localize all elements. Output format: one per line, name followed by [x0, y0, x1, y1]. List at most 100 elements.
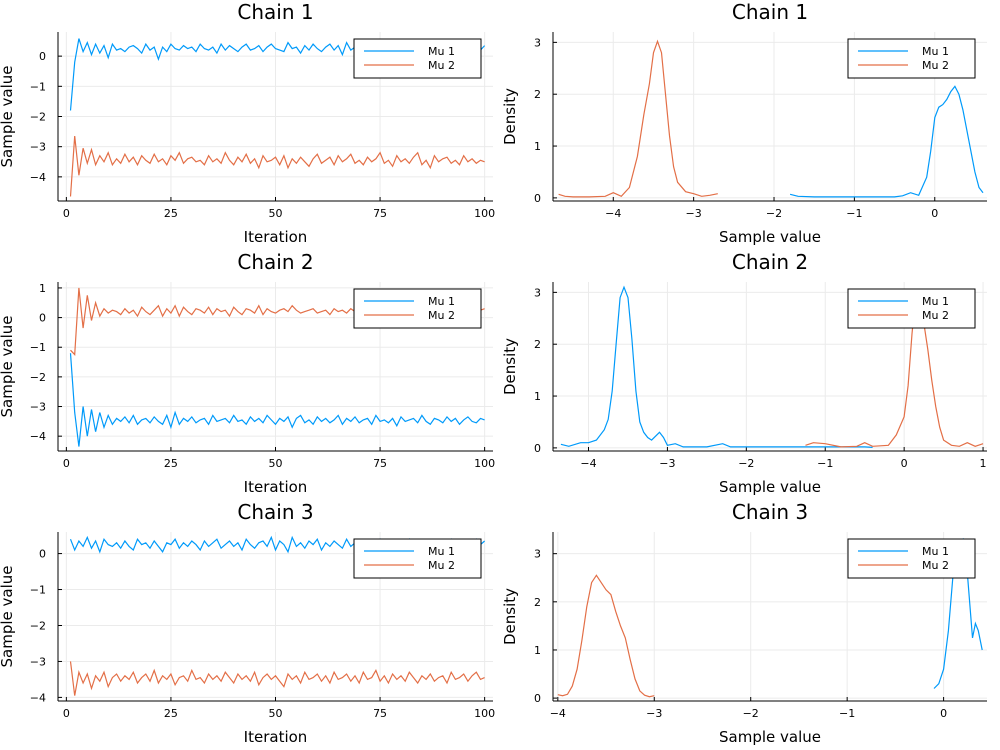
y-tick-label-2: −2	[30, 371, 46, 384]
y-axis-label: Density	[501, 588, 519, 645]
legend-label-1: Mu 1	[922, 295, 949, 308]
x-tick-label-0: 0	[63, 207, 70, 220]
x-tick-label-1: 25	[164, 707, 178, 720]
y-tick-label-1: 1	[534, 140, 541, 153]
panel-title: Chain 2	[237, 250, 313, 274]
x-tick-label-3: 75	[373, 457, 387, 470]
x-axis-label: Sample value	[719, 228, 821, 246]
panel-density-chain-2: −4 −3 −2 −1 0 1 0 1 2 3 Chain 2 Sample value Density…	[501, 250, 987, 496]
x-tick-label-5: 1	[980, 457, 987, 470]
legend: Mu 1Mu 2	[353, 288, 482, 329]
y-tick-label-4: 0	[39, 312, 46, 325]
x-tick-label-4: 100	[474, 457, 495, 470]
y-tick-label-2: 2	[534, 88, 541, 101]
x-tick-label-2: 50	[269, 207, 283, 220]
y-tick-label-1: 1	[534, 390, 541, 403]
series-line-mu-2	[69, 661, 485, 696]
panel-density-chain-3: −4 −3 −2 −1 0 0 1 2 3 Chain 3 Sample value Density M…	[501, 500, 987, 746]
y-tick-label-2: −2	[30, 619, 46, 632]
series-line-mu-2	[558, 39, 718, 198]
y-tick-label-0: −4	[30, 691, 46, 704]
legend-label-2: Mu 2	[922, 59, 949, 72]
x-tick-label-1: −3	[686, 207, 702, 220]
y-tick-label-3: −1	[30, 341, 46, 354]
x-tick-label-2: 50	[269, 707, 283, 720]
panel-trace-chain-3: 0 25 50 75 100 −4 −3 −2 −1 0 Chain 3 Iteration Sampl…	[0, 500, 495, 746]
x-tick-label-2: −2	[738, 457, 754, 470]
panel-trace-chain-1: 0 25 50 75 100 −4 −3 −2 −1 0 Chain 1 Iteration Sampl…	[0, 0, 495, 246]
legend-label-1: Mu 1	[922, 545, 949, 558]
legend-label-2: Mu 2	[428, 59, 455, 72]
series-line-mu-2	[69, 136, 485, 197]
y-axis-label: Density	[501, 338, 519, 395]
x-tick-label-4: 100	[474, 207, 495, 220]
x-tick-label-3: 75	[373, 207, 387, 220]
y-tick-label-1: −3	[30, 141, 46, 154]
legend: Mu 1Mu 2	[847, 38, 976, 79]
legend-label-1: Mu 1	[428, 45, 455, 58]
y-tick-label-0: 0	[534, 192, 541, 205]
x-tick-label-4: 0	[901, 457, 908, 470]
legend: Mu 1Mu 2	[847, 288, 976, 329]
panel-title: Chain 1	[732, 0, 808, 24]
x-axis-label: Iteration	[244, 228, 308, 246]
legend-label-2: Mu 2	[428, 559, 455, 572]
panel-title: Chain 3	[732, 500, 808, 524]
panel-density-chain-1: −4 −3 −2 −1 0 0 1 2 3 Chain 1 Sample value Density M…	[501, 0, 987, 246]
legend-box	[847, 538, 976, 579]
legend-box	[353, 38, 482, 79]
y-tick-label-4: 0	[39, 548, 46, 561]
y-tick-label-0: −4	[30, 430, 46, 443]
x-tick-label-3: 75	[373, 707, 387, 720]
y-tick-label-0: −4	[30, 171, 46, 184]
legend-label-1: Mu 1	[922, 45, 949, 58]
panel-title: Chain 1	[237, 0, 313, 24]
y-tick-label-1: −3	[30, 401, 46, 414]
x-axis-label: Iteration	[244, 728, 308, 746]
legend: Mu 1Mu 2	[847, 538, 976, 579]
x-tick-label-0: 0	[63, 707, 70, 720]
legend-label-1: Mu 1	[428, 295, 455, 308]
legend: Mu 1Mu 2	[353, 38, 482, 79]
y-tick-label-1: 1	[534, 644, 541, 657]
y-tick-label-3: 3	[534, 36, 541, 49]
y-tick-label-3: 3	[534, 548, 541, 561]
panel-title: Chain 2	[732, 250, 808, 274]
legend-box	[353, 288, 482, 329]
y-tick-label-5: 1	[39, 282, 46, 295]
y-tick-label-2: 2	[534, 338, 541, 351]
x-tick-label-3: −1	[846, 207, 862, 220]
x-tick-label-2: −2	[766, 207, 782, 220]
legend-label-2: Mu 2	[922, 309, 949, 322]
series-line-mu-1	[69, 353, 485, 447]
x-axis-label: Iteration	[244, 478, 308, 496]
series-line-mu-2	[557, 574, 655, 698]
x-tick-label-4: 0	[931, 207, 938, 220]
y-axis-label: Sample value	[0, 316, 16, 418]
x-axis-label: Sample value	[719, 478, 821, 496]
x-tick-label-2: 50	[269, 457, 283, 470]
y-tick-label-0: 0	[534, 442, 541, 455]
y-tick-label-3: 3	[534, 286, 541, 299]
y-axis-label: Sample value	[0, 66, 16, 168]
x-tick-label-0: −4	[550, 707, 566, 720]
legend-label-2: Mu 2	[922, 559, 949, 572]
x-tick-label-1: −3	[646, 707, 662, 720]
legend-label-1: Mu 1	[428, 545, 455, 558]
x-tick-label-0: −4	[580, 457, 596, 470]
legend-box	[847, 288, 976, 329]
panel-title: Chain 3	[237, 500, 313, 524]
series-line-mu-1	[560, 285, 873, 448]
y-tick-label-2: −2	[30, 111, 46, 124]
series-line-mu-1	[789, 85, 984, 198]
x-axis-label: Sample value	[719, 728, 821, 746]
x-tick-label-3: −1	[817, 457, 833, 470]
legend: Mu 1Mu 2	[353, 538, 482, 579]
legend-box	[847, 38, 976, 79]
y-tick-label-1: −3	[30, 655, 46, 668]
legend-label-2: Mu 2	[428, 309, 455, 322]
legend-box	[353, 538, 482, 579]
x-tick-label-1: −3	[659, 457, 675, 470]
y-axis-label: Density	[501, 88, 519, 145]
x-tick-label-3: −1	[839, 707, 855, 720]
